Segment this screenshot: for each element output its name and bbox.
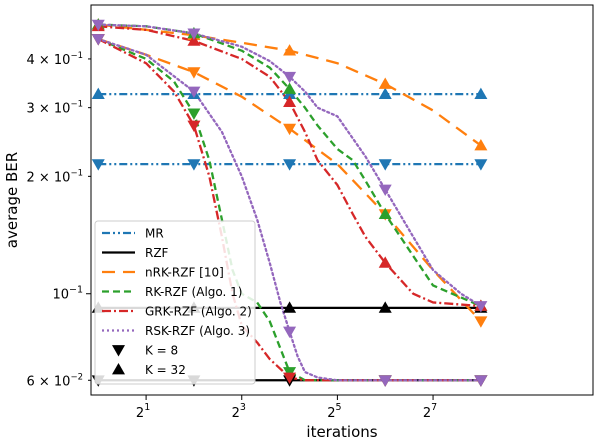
- series-9-marker-2: [283, 95, 297, 107]
- y-tick-mant-0: 6 × 10: [26, 374, 70, 389]
- legend-label-0: MR: [145, 227, 164, 241]
- y-tick-mant-2: 2 × 10: [26, 170, 70, 185]
- series-1-marker-3: [378, 87, 392, 99]
- y-tick-mant-3: 3 × 10: [26, 102, 70, 117]
- y-tick-exp-0: −2: [70, 372, 83, 382]
- series-11-marker-2: [283, 71, 297, 84]
- series-9-marker-1: [187, 34, 201, 46]
- series-5-marker-4: [474, 138, 488, 151]
- series-1-marker-0: [91, 87, 105, 99]
- y-axis-ticks: 6 × 10−210−12 × 10−13 × 10−14 × 10−1: [26, 51, 91, 389]
- y-tick-mant-1: 10: [52, 288, 69, 303]
- series-3-marker-3: [378, 301, 392, 313]
- x-tick-base-0: 2: [136, 406, 144, 421]
- plot-frame: [90, 4, 594, 396]
- series-4-marker-2: [283, 123, 297, 136]
- legend-label-3: RK-RZF (Algo. 1): [145, 285, 242, 299]
- y-tick-exp-4: −1: [70, 51, 83, 61]
- x-axis-label: iterations: [306, 423, 377, 441]
- series-6-marker-1: [187, 108, 201, 120]
- y-tick-label-0: 6 × 10−2: [26, 372, 83, 389]
- x-tick-base-2: 2: [327, 406, 335, 421]
- series-10-marker-1: [187, 86, 201, 99]
- x-tick-label-0: 21: [136, 402, 150, 421]
- series-10-marker-3: [378, 375, 392, 387]
- y-tick-exp-2: −1: [70, 168, 83, 178]
- series-7-marker-2: [283, 82, 297, 94]
- x-tick-label-2: 25: [327, 402, 341, 421]
- series-8-marker-1: [187, 120, 201, 133]
- series-11-marker-4: [474, 301, 488, 313]
- series-10-marker-0: [91, 34, 105, 46]
- legend-label-6: K = 8: [145, 344, 178, 358]
- x-tick-exp-3: 7: [431, 402, 437, 413]
- x-tick-exp-0: 1: [144, 402, 150, 413]
- legend-label-4: GRK-RZF (Algo. 2): [145, 305, 252, 319]
- y-tick-label-1: 10−1: [52, 285, 83, 303]
- legend-label-7: K = 32: [145, 363, 186, 377]
- series-0-marker-4: [474, 159, 488, 171]
- series-line-10: [97, 37, 483, 382]
- series-line-9: [98, 25, 481, 308]
- series-10-marker-2: [283, 326, 297, 339]
- series-8-marker-2: [283, 372, 297, 384]
- series-10-marker-4: [474, 375, 488, 387]
- series-9-marker-3: [378, 256, 392, 268]
- y-tick-label-3: 3 × 10−1: [26, 100, 83, 117]
- y-tick-mant-4: 4 × 10: [26, 53, 70, 68]
- series-11-marker-3: [378, 184, 392, 197]
- y-tick-label-2: 2 × 10−1: [26, 168, 83, 185]
- x-tick-base-1: 2: [232, 406, 240, 421]
- legend: MR RZF nRK-RZF [10] RK-RZF (Algo. 1) GRK-RZF…: [94, 220, 256, 385]
- legend-box: [94, 220, 256, 385]
- series-5-marker-2: [283, 44, 297, 56]
- series-0-marker-0: [91, 159, 105, 171]
- series-11-marker-1: [187, 28, 201, 40]
- x-tick-label-1: 23: [232, 402, 246, 421]
- legend-label-5: RSK-RZF (Algo. 3): [145, 324, 250, 338]
- legend-marker-6: [112, 345, 125, 357]
- series-0-marker-2: [283, 159, 297, 171]
- x-tick-exp-1: 3: [240, 402, 246, 413]
- x-tick-base-3: 2: [423, 406, 431, 421]
- y-axis-label: average BER: [3, 152, 21, 248]
- series-4-marker-4: [474, 316, 488, 328]
- legend-marker-7: [112, 363, 125, 375]
- series-7-marker-3: [378, 207, 392, 220]
- series-5-marker-3: [378, 77, 392, 89]
- series-3-marker-2: [283, 301, 297, 313]
- series-1-marker-4: [474, 87, 488, 99]
- legend-label-1: RZF: [145, 246, 169, 260]
- y-tick-exp-1: −1: [69, 285, 83, 296]
- x-tick-exp-2: 5: [336, 402, 342, 413]
- y-tick-exp-3: −1: [70, 100, 83, 110]
- series-line-8: [97, 37, 481, 382]
- y-tick-label-4: 4 × 10−1: [26, 51, 83, 68]
- legend-label-2: nRK-RZF [10]: [145, 266, 224, 280]
- series-0-marker-1: [187, 159, 201, 171]
- series-4-marker-1: [187, 67, 201, 79]
- series-line-11: [97, 23, 483, 308]
- series-line-7: [98, 23, 482, 308]
- series-11-marker-0: [91, 19, 105, 32]
- series-0-marker-3: [378, 159, 392, 171]
- x-axis-ticks: 21 23 25 27: [136, 395, 437, 421]
- x-tick-label-3: 27: [423, 402, 437, 421]
